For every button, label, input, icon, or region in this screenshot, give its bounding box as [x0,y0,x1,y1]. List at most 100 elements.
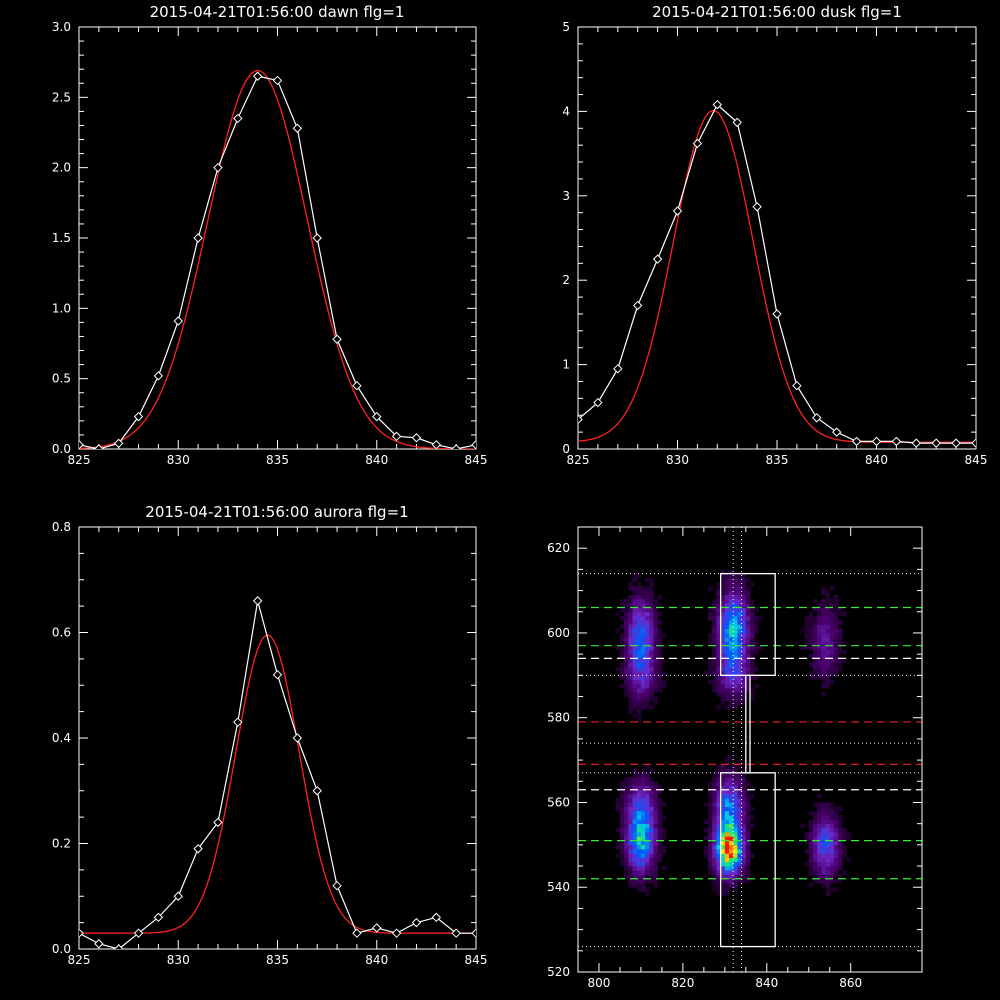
detector-pixel [628,840,633,846]
detector-pixel [653,603,659,608]
detector-pixel [628,819,633,824]
detector-pixel [817,810,822,816]
detector-pixel [653,836,659,841]
detector-pixel [737,599,742,604]
detector-pixel [708,666,713,672]
detector-pixel [708,832,713,837]
detector-pixel [708,823,713,829]
detector-pixel [838,832,843,837]
detector-pixel [729,688,734,693]
detector-pixel [737,815,742,820]
detector-pixel [712,785,717,791]
detector-pixel [724,616,730,621]
detector-pixel [741,844,747,850]
detector-pixel [624,649,629,655]
detector-pixel [812,624,818,630]
detector-pixel [745,632,751,638]
detector-pixel [712,849,717,854]
detector-pixel [808,628,814,634]
detector-pixel [808,671,814,676]
detector-pixel [733,683,738,689]
detector-pixel [804,849,810,854]
detector-pixel [833,819,839,824]
detector-pixel [645,649,650,655]
detector-pixel [833,857,839,863]
detector-pixel [716,628,721,634]
detector-pixel [628,857,633,863]
detector-pixel [825,823,831,829]
detector-pixel [636,696,642,702]
detector-pixel [619,861,625,867]
dusk-data-point [772,309,782,319]
detector-pixel [741,798,747,803]
detector-pixel [645,683,650,689]
detector-pixel [821,857,826,863]
detector-pixel [645,658,650,663]
detector-pixel [624,802,629,808]
detector-pixel [741,815,747,820]
detector-pixel [624,603,629,608]
detector-pixel [733,777,738,782]
aurora-data-point [431,912,442,923]
detector-pixel [640,683,646,689]
detector-pixel [653,857,659,863]
detector-pixel [653,616,659,621]
detector-pixel [716,679,721,685]
detector-pixel [741,772,747,778]
detector-pixel [737,760,742,765]
detector-pixel [712,772,717,778]
detector-pixel [649,870,654,875]
detector-pixel [737,832,742,837]
aurora-plot-title: 2015-04-21T01:56:00 aurora flg=1 [145,503,408,521]
detector-pixel [817,870,822,875]
detector-pixel [821,810,826,816]
detector-pixel [632,853,638,858]
detector-pixel [821,620,826,625]
detector-pixel [636,806,642,812]
detector-pixel [842,641,847,646]
detector-pixel [745,603,751,608]
aurora-data-point [173,891,183,901]
detector-pixel [653,874,659,880]
detector-pixel [716,649,721,655]
detector-pixel [729,832,734,837]
detector-pixel [657,688,663,693]
detector-pixel [842,844,847,850]
detector-pixel [640,700,646,706]
detector-pixel [645,815,650,820]
detector-pixel [645,616,650,621]
detector-pixel [829,832,835,837]
detector-pixel [729,632,734,638]
detector-pixel [812,878,818,884]
detector-pixel [640,844,646,850]
detector-pixel [657,810,663,816]
detector-pixel [712,806,717,812]
detector-pixel [733,866,738,871]
detector-pixel [724,844,730,850]
detector-pixel [733,840,738,846]
detector-pixel [716,794,721,799]
detector-pixel [729,861,734,867]
dawn-x-tick-label: 830 [167,453,190,467]
detector-pixel [741,675,747,680]
detector-pixel [628,599,633,604]
detector-pixel [733,781,738,786]
detector-pixel [628,853,633,858]
detector-pixel [632,599,638,604]
detector-pixel [628,700,633,706]
detector-pixel [628,624,633,630]
detector-pixel [636,611,642,617]
detector-pixel [741,688,747,693]
detector-pixel [624,616,629,621]
detector-pixel [649,645,654,651]
detector-pixel [741,607,747,613]
detector-pixel [720,632,726,638]
detector-pixel [737,624,742,630]
detector-pixel [724,836,730,841]
detector-pixel [737,603,742,608]
detector-pixel [632,696,638,702]
detector-pixel [750,603,755,608]
detector-pixel [716,705,721,710]
detector-pixel [628,611,633,617]
detector-pixel [703,853,709,858]
